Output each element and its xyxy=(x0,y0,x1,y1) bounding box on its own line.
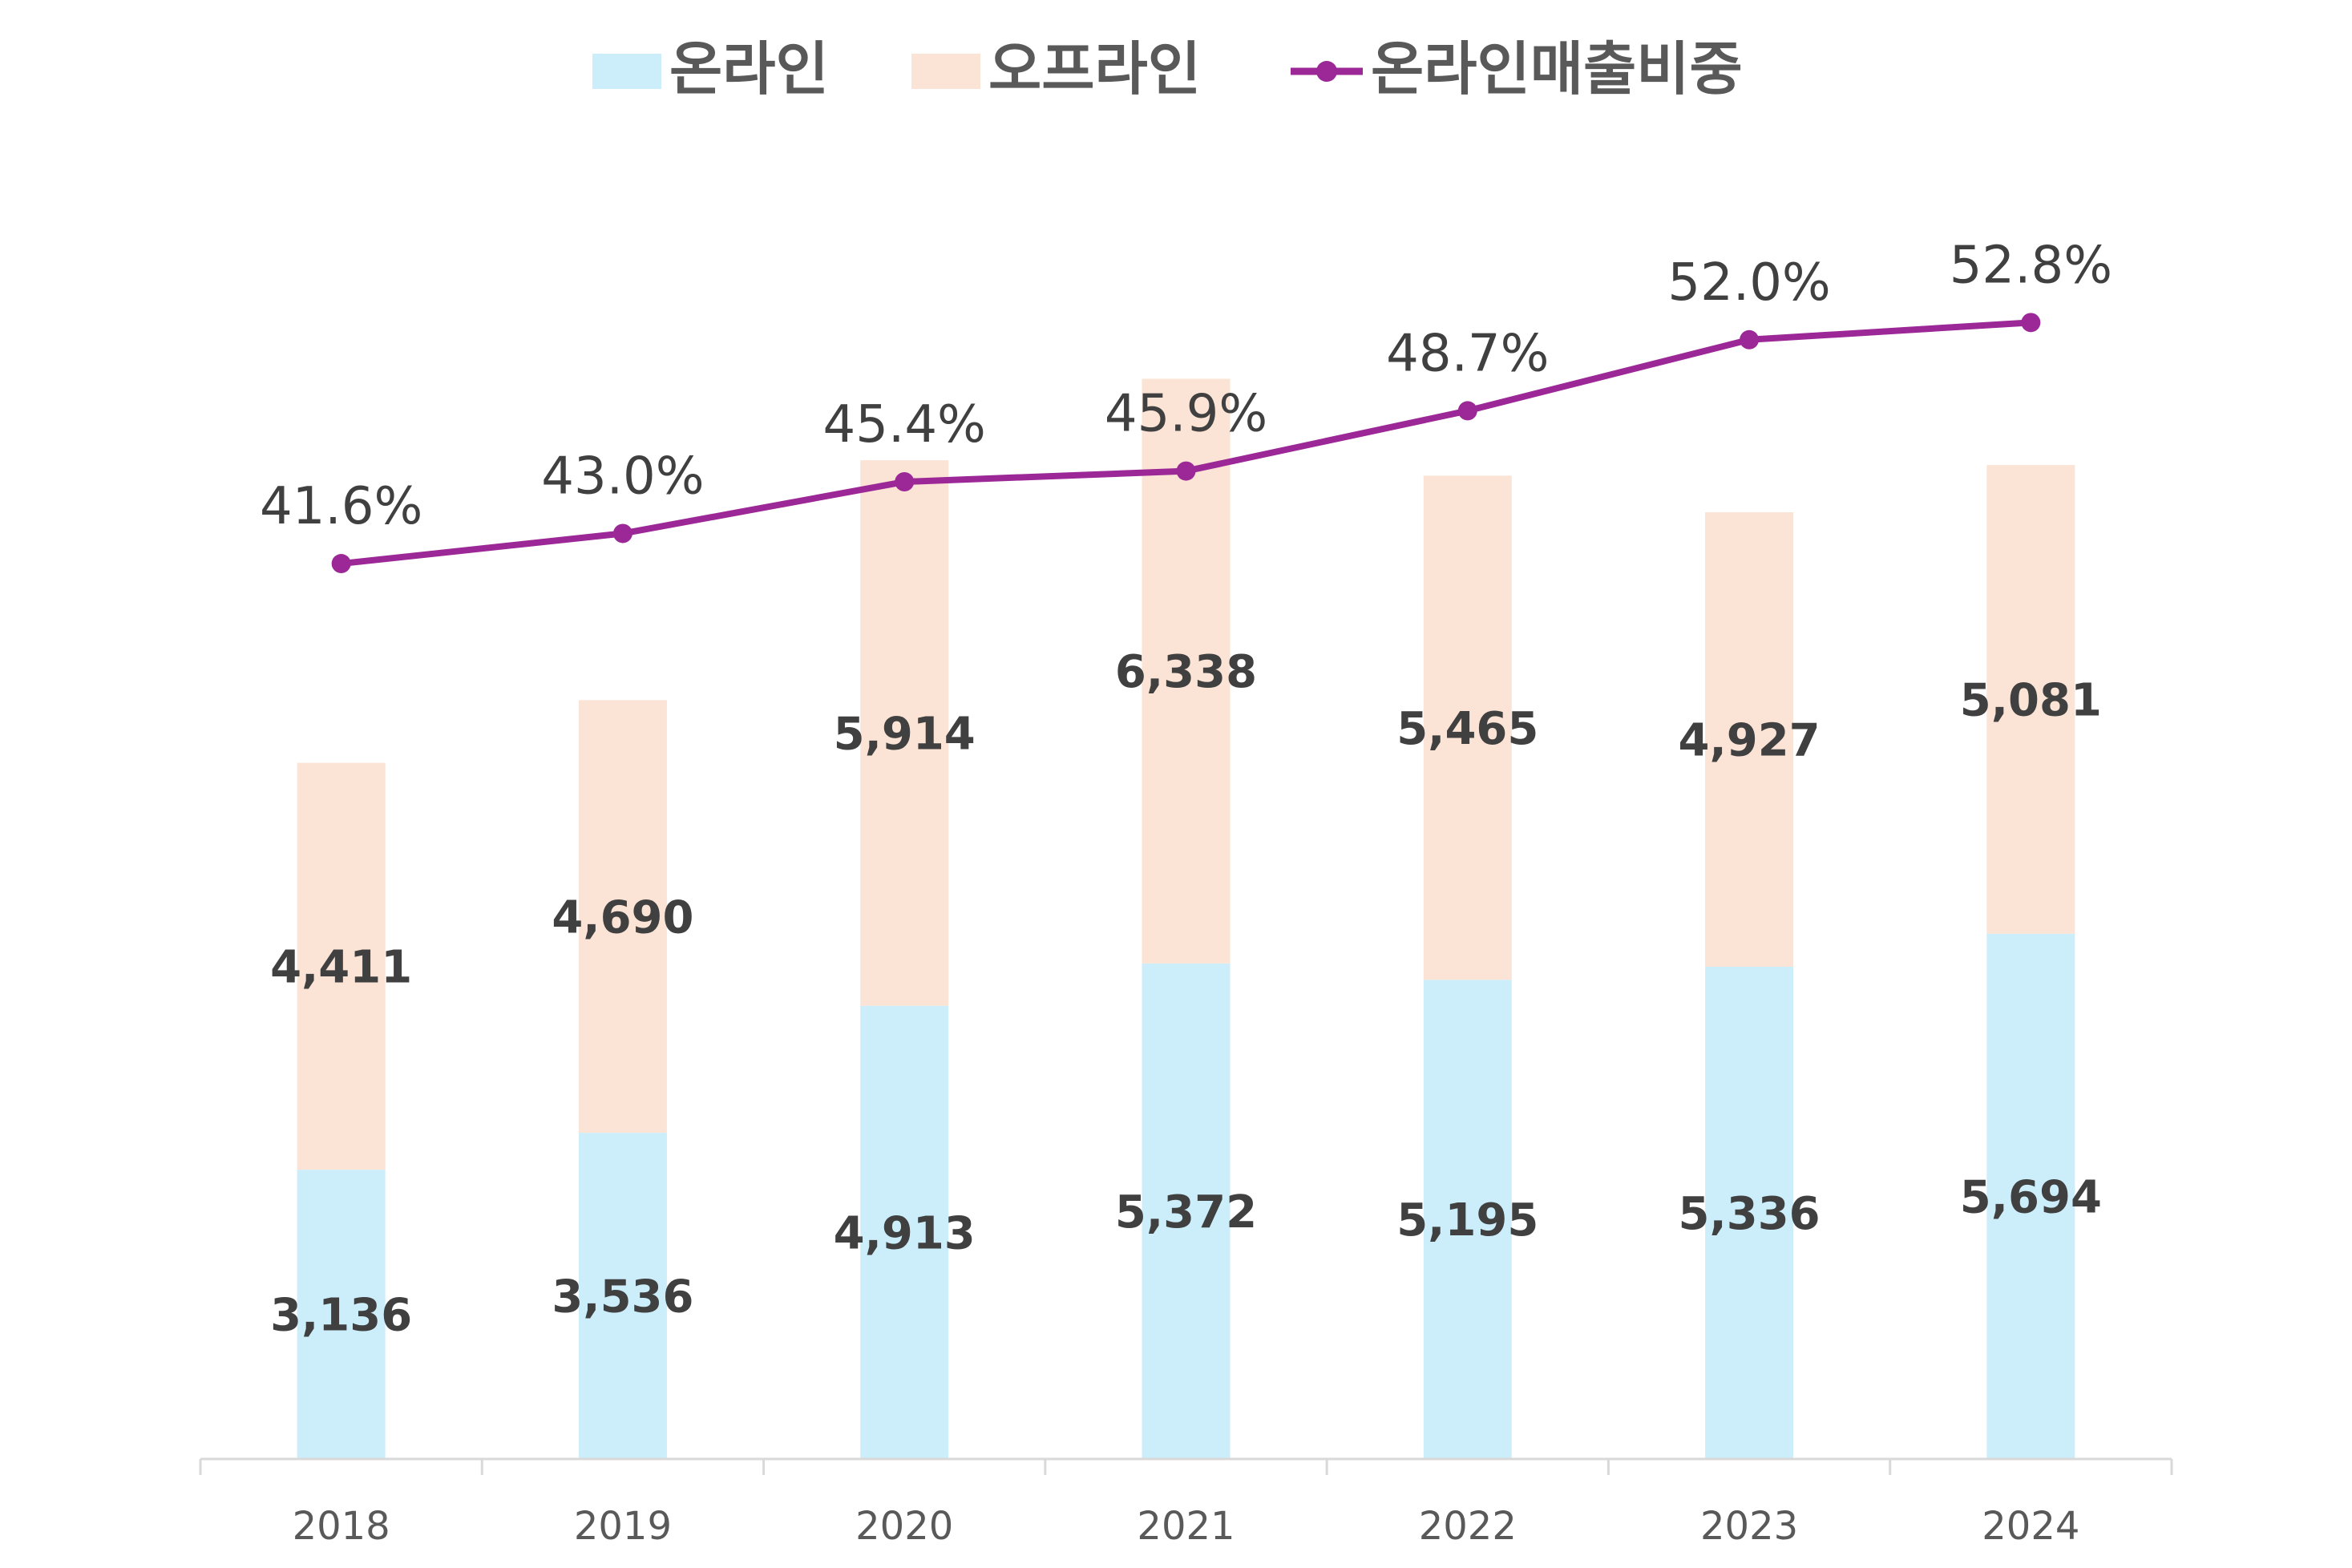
line-point xyxy=(1740,329,1760,350)
x-tick-label: 2022 xyxy=(1419,1504,1517,1549)
data-label-offline: 5,081 xyxy=(1960,674,2102,726)
x-tick-label: 2024 xyxy=(1982,1504,2079,1549)
legend-marker-share xyxy=(1316,61,1337,82)
x-tick-label: 2023 xyxy=(1700,1504,1798,1549)
bar-online xyxy=(578,1133,667,1459)
data-label-share: 45.4% xyxy=(823,395,986,455)
data-label-online: 4,913 xyxy=(834,1207,976,1259)
bar-online xyxy=(1705,966,1794,1459)
data-label-offline: 4,927 xyxy=(1679,715,1821,767)
data-label-share: 43.0% xyxy=(541,447,704,506)
x-tick-label: 2019 xyxy=(574,1504,672,1549)
line-point xyxy=(1457,401,1477,421)
data-label-share: 52.8% xyxy=(1950,236,2112,295)
x-tick-label: 2021 xyxy=(1137,1504,1235,1549)
bar-offline xyxy=(1986,465,2075,934)
legend-swatch-online xyxy=(592,54,661,89)
bar-online xyxy=(860,1005,949,1459)
data-label-share: 48.7% xyxy=(1386,324,1549,383)
data-label-offline: 5,914 xyxy=(834,708,976,760)
x-axis: 2018 2019 2020 2021 2022 2023 2024 xyxy=(199,1457,2173,1549)
data-label-online: 5,372 xyxy=(1115,1186,1257,1239)
legend-label-online: 온라인 xyxy=(669,35,829,103)
bar-offline xyxy=(1705,512,1794,967)
line-series: 41.6% 43.0% 45.4% 45.9% 48.7% 52.0% 52.8% xyxy=(260,236,2112,574)
legend-swatch-offline xyxy=(911,54,980,89)
data-label-online: 3,536 xyxy=(552,1271,693,1324)
data-label-share: 41.6% xyxy=(260,477,422,536)
data-label-offline: 4,411 xyxy=(270,941,412,993)
bar-online xyxy=(1986,933,2075,1459)
data-label-online: 5,336 xyxy=(1679,1188,1821,1240)
line-point xyxy=(612,523,632,544)
bar-online xyxy=(297,1170,386,1459)
legend: 온라인 오프라인 온라인매출비중 xyxy=(592,35,1743,103)
data-label-share: 52.0% xyxy=(1667,253,1830,313)
legend-label-share: 온라인매출비중 xyxy=(1371,35,1743,103)
data-label-online: 5,195 xyxy=(1396,1194,1538,1247)
bar-offline xyxy=(578,700,667,1134)
data-label-offline: 6,338 xyxy=(1115,646,1257,698)
data-label-offline: 5,465 xyxy=(1396,703,1538,755)
line-point xyxy=(895,472,915,492)
bar-online xyxy=(1423,980,1512,1459)
bar-offline xyxy=(860,460,949,1006)
data-label-share: 45.9% xyxy=(1105,385,1267,444)
bar-offline xyxy=(1423,475,1512,980)
data-label-online: 3,136 xyxy=(270,1290,412,1342)
data-label-offline: 4,690 xyxy=(552,891,693,944)
line-point xyxy=(1176,461,1196,481)
bar-offline xyxy=(297,762,386,1170)
legend-label-offline: 오프라인 xyxy=(988,35,1201,103)
x-tick-label: 2018 xyxy=(293,1504,390,1549)
bars: 3,136 4,411 3,536 4,690 4,913 5,914 5,372 6,338… xyxy=(270,378,2102,1459)
bar-online xyxy=(1142,963,1231,1459)
data-label-online: 5,694 xyxy=(1960,1171,2102,1223)
line-point xyxy=(331,554,351,574)
line-point xyxy=(2021,313,2041,333)
x-tick-label: 2020 xyxy=(855,1504,953,1549)
